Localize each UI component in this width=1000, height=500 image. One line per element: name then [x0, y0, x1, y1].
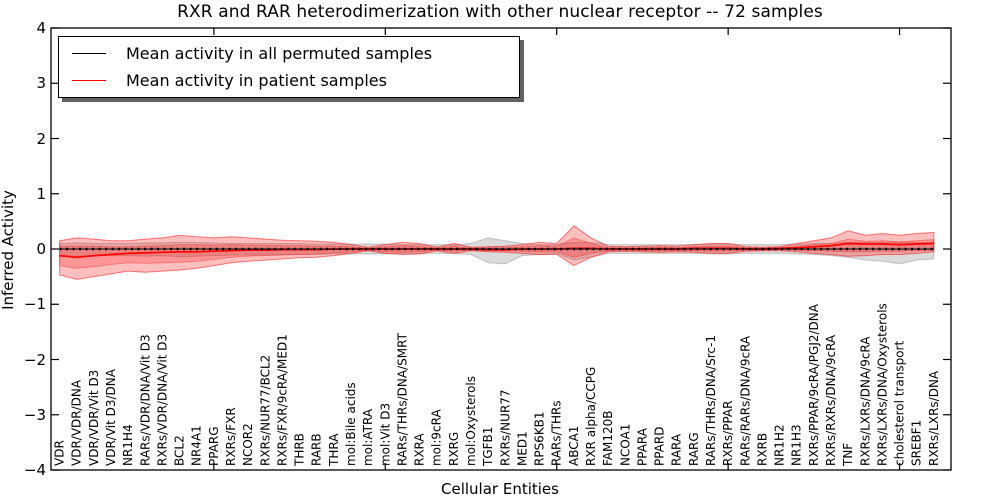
y-tick-label: 3 [36, 74, 46, 93]
entity-label: VDR/VDR/Vit D3 [87, 370, 101, 466]
legend-item-patient: Mean activity in patient samples [59, 67, 519, 94]
patient-band [59, 225, 935, 280]
patient-line-swatch [72, 80, 106, 81]
entity-label: RXRs/LXRs/DNA/Oxysterols [875, 303, 889, 466]
y-tick-label: −3 [23, 405, 46, 424]
entity-label: mol:Oxysterols [464, 376, 478, 466]
entity-label: mol:ATRA [361, 408, 375, 466]
entity-label: RPS6KB1 [533, 411, 547, 466]
entity-label: THRA [327, 433, 341, 467]
entity-label: RXRs/RXRs/DNA/9cRA [824, 334, 838, 466]
entity-label: RARs/VDR/DNA/Vit D3 [138, 334, 152, 466]
x-axis-label: Cellular Entities [441, 480, 559, 498]
entity-label: RXR alpha/CCPG [584, 367, 598, 466]
entity-label: RXRs/FXR/9cRA/MED1 [275, 334, 289, 466]
legend-item-permuted: Mean activity in all permuted samples [59, 40, 519, 67]
entity-label: SREBF1 [910, 420, 924, 466]
entity-label: RARA [670, 433, 684, 466]
entity-label: BCL2 [173, 435, 187, 466]
entity-label: VDR [53, 440, 67, 466]
entity-label: ABCA1 [567, 426, 581, 466]
entity-label: NCOA1 [618, 424, 632, 466]
patient-inner-band [59, 237, 935, 269]
y-tick-label: −1 [23, 295, 46, 314]
entity-label: RARs/THRs/DNA/SMRT [395, 332, 409, 466]
entity-label: RXRs/NUR77 [498, 389, 512, 466]
entity-label: FAM120B [601, 411, 615, 467]
y-tick-label: 0 [36, 240, 46, 258]
entity-label: PPARD [653, 427, 667, 467]
entity-label: RXRB [755, 433, 769, 466]
entity-label: RXRs/LXRs/DNA [927, 370, 941, 466]
permuted-band [59, 237, 935, 265]
entity-label: PPARG [207, 426, 221, 466]
entity-label: RARB [310, 433, 324, 466]
entity-label: mol:9cRA [430, 409, 444, 466]
legend-label-permuted: Mean activity in all permuted samples [126, 44, 433, 63]
entity-label: PPARA [635, 427, 649, 466]
entity-label: TNF [841, 443, 855, 467]
y-tick-label: 4 [36, 19, 46, 37]
entity-label: RXRs/NUR77/BCL2 [258, 355, 272, 466]
entity-label: NR1H2 [773, 424, 787, 466]
entity-label: RXRs/PPAR/9cRA/PGJ2/DNA [807, 303, 821, 466]
legend-box: Mean activity in all permuted samples Me… [58, 36, 520, 98]
entity-label: RXRs/VDR/DNA/Vit D3 [155, 334, 169, 466]
entity-label: NCOR2 [241, 423, 255, 466]
chart-title: RXR and RAR heterodimerization with othe… [177, 2, 823, 22]
entity-label: RXRs/PPAR [721, 401, 735, 466]
entity-label: RARs/RARs/DNA/9cRA [738, 335, 752, 466]
entity-label: NR1H4 [121, 424, 135, 466]
entity-label: mol:Bile acids [344, 382, 358, 466]
entity-label: VDR/Vit D3/DNA [104, 368, 118, 466]
entity-label: RXRs/FXR [224, 407, 238, 466]
entity-label: RARs/THRs [550, 400, 564, 466]
entity-label: RXRA [413, 433, 427, 466]
entity-label: mol:Vit D3 [378, 403, 392, 466]
y-tick-label: −4 [23, 461, 46, 479]
y-tick-label: −2 [23, 350, 46, 369]
entity-label: RXRG [447, 432, 461, 466]
entity-label: MED1 [515, 431, 529, 466]
y-tick-label: 1 [36, 184, 46, 203]
entity-label: NR1H3 [790, 424, 804, 466]
entity-label: THRB [293, 433, 307, 467]
permuted-line-swatch [72, 53, 106, 54]
entity-label: RARs/THRs/DNA/Src-1 [704, 335, 718, 466]
entity-label: RXRs/LXRs/DNA/9cRA [858, 336, 872, 466]
y-tick-label: 2 [36, 129, 46, 148]
entity-label: VDR/VDR/DNA [70, 379, 84, 466]
legend-label-patient: Mean activity in patient samples [126, 71, 387, 90]
entity-label: RARG [687, 432, 701, 466]
entity-label: cholesterol transport [893, 340, 907, 466]
entity-label: NR4A1 [190, 425, 204, 466]
entity-label: TGFB1 [481, 427, 495, 467]
